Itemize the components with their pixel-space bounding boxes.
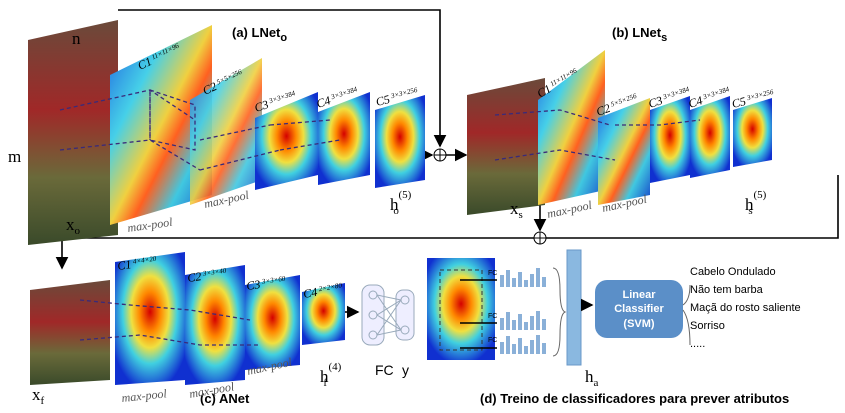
- input-photo: [30, 280, 110, 385]
- box-line: Linear: [622, 289, 656, 301]
- shape: [401, 296, 409, 304]
- output-label: h(4)f: [320, 361, 342, 389]
- shape: [536, 268, 540, 287]
- shape: [536, 311, 540, 330]
- var-sub: f: [323, 377, 327, 389]
- title-sub: o: [280, 32, 287, 44]
- layer-name: C2: [186, 269, 202, 285]
- shape: [369, 291, 377, 299]
- var-sup: (5): [754, 189, 767, 201]
- shape: [524, 346, 528, 354]
- shape: [524, 322, 528, 330]
- shape: [369, 311, 377, 319]
- shape: [500, 342, 504, 354]
- var-sub: o: [75, 225, 81, 237]
- shape: [542, 319, 546, 330]
- shape: [369, 331, 377, 339]
- var-sup: (4): [329, 361, 342, 373]
- shape: [536, 335, 540, 354]
- title: (a) LNet: [232, 25, 281, 40]
- shape: [500, 318, 504, 330]
- output-label: h(5)s: [745, 189, 767, 217]
- brace: [553, 268, 565, 356]
- attribute: Maçã do rosto saliente: [690, 302, 801, 314]
- bar-histograms: [500, 268, 546, 354]
- shape: [500, 275, 504, 287]
- var-sub: f: [41, 395, 45, 407]
- layer-name: C3: [253, 97, 271, 115]
- input-label: xf: [32, 385, 45, 407]
- output-label: h(5)o: [390, 189, 412, 217]
- shape: [530, 274, 534, 287]
- shape: [506, 336, 510, 354]
- shape: [530, 316, 534, 330]
- shape: [542, 277, 546, 287]
- input-photo: [467, 78, 545, 215]
- connector: [683, 285, 690, 345]
- var-sub: s: [748, 205, 752, 217]
- panel-title: (a) LNeto: [232, 25, 287, 44]
- y-label: y: [402, 362, 409, 378]
- title-sub: s: [661, 32, 667, 44]
- shape: [512, 344, 516, 354]
- panel-caption: (d) Treino de classificadores para preve…: [480, 391, 789, 406]
- page: {"labels":{"n":"n","m":"m"}, "lnet_o":{"…: [0, 0, 845, 413]
- fc-small: FC: [488, 313, 497, 320]
- shape: [401, 326, 409, 334]
- shape: [512, 278, 516, 287]
- shape: [518, 338, 522, 354]
- layer-name: C4: [302, 285, 318, 301]
- attribute: .....: [690, 338, 705, 350]
- shape: [512, 320, 516, 330]
- dim-label: m: [8, 147, 21, 166]
- dim-label: n: [72, 29, 81, 48]
- box-line: Classifier: [614, 303, 664, 315]
- figure: n m (a) LNeto xo h(5)o max-pool max-pool…: [0, 0, 845, 413]
- var-sub: s: [519, 209, 523, 221]
- title: (b) LNet: [612, 25, 662, 40]
- attribute: Cabelo Ondulado: [690, 266, 776, 278]
- feature-vector: [567, 250, 581, 365]
- attribute: Sorriso: [690, 320, 725, 332]
- feature-map: [427, 258, 495, 360]
- var-sub: o: [393, 205, 399, 217]
- shape: [518, 314, 522, 330]
- layer-name: C1: [116, 257, 132, 273]
- panel-title: (b) LNets: [612, 25, 667, 44]
- pool-label: max-pool: [121, 386, 168, 405]
- var-sup: (5): [399, 189, 412, 201]
- fc-network: [362, 285, 414, 345]
- attribute: Não tem barba: [690, 284, 764, 296]
- shape: [518, 272, 522, 287]
- vector-label: ha: [585, 367, 599, 389]
- layer-name: C3: [245, 277, 261, 293]
- fc-small: FC: [488, 270, 497, 277]
- input-photo: [28, 20, 118, 245]
- shape: [506, 312, 510, 330]
- fc-small: FC: [488, 337, 497, 344]
- shape: [506, 270, 510, 287]
- feature-map: [375, 95, 425, 188]
- shape: [530, 340, 534, 354]
- shape: [542, 343, 546, 354]
- box-line: (SVM): [623, 318, 655, 330]
- fc-label: FC: [375, 362, 394, 378]
- shape: [524, 280, 528, 287]
- var-sub: a: [594, 377, 599, 389]
